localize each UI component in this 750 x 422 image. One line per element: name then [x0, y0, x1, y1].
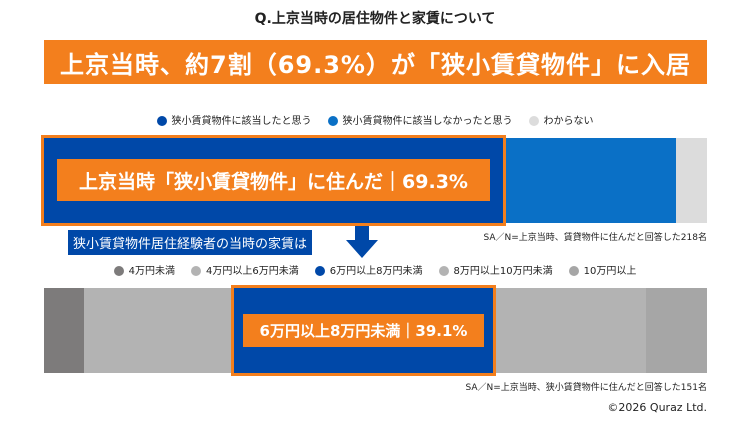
highlight-label: 上京当時「狭小賃貸物件」に住んだ｜69.3%: [57, 159, 490, 201]
legend-1: 狭小賃貸物件に該当したと思う 狭小賃貸物件に該当しなかったと思う わからない: [0, 112, 750, 127]
subheading: 狭小賃貸物件居住経験者の当時の家賃は: [68, 230, 313, 255]
sample-note-1: SA／N=上京当時、賃貸物件に住んだと回答した218名: [483, 233, 708, 243]
bar-segment: [44, 288, 84, 373]
bar-segment: [492, 288, 646, 373]
legend-swatch: [156, 116, 167, 126]
legend-swatch: [113, 266, 124, 276]
legend-swatch: [568, 266, 579, 276]
legend-item: わからない: [528, 112, 594, 127]
legend-item: 6万円以上8万円未満: [314, 262, 423, 277]
headline-banner: 上京当時、約7割（69.3%）が「狭小賃貸物件」に入居: [44, 40, 707, 84]
legend-label: 6万円以上8万円未満: [329, 266, 423, 277]
highlight-label: 6万円以上8万円未満｜39.1%: [243, 314, 484, 347]
legend-item: 狭小賃貸物件に該当しなかったと思う: [327, 112, 513, 127]
bar-segment: [503, 138, 677, 223]
legend-swatch: [314, 266, 325, 276]
legend-swatch: [438, 266, 449, 276]
copyright: ©2026 Quraz Ltd.: [607, 401, 707, 414]
legend-swatch: [327, 116, 338, 126]
legend-label: 8万円以上10万円未満: [453, 266, 553, 277]
legend-item: 4万円以上6万円未満: [191, 262, 299, 277]
legend-swatch: [191, 266, 202, 276]
question-title: Q.上京当時の居住物件と家賃について: [254, 11, 496, 27]
legend-label: わからない: [543, 116, 594, 127]
legend-label: 4万円未満: [128, 266, 176, 277]
legend-item: 8万円以上10万円未満: [438, 262, 553, 277]
legend-item: 4万円未満: [113, 262, 176, 277]
legend-label: 4万円以上6万円未満: [206, 266, 299, 277]
legend-2: 4万円未満 4万円以上6万円未満 6万円以上8万円未満 8万円以上10万円未満 10万円…: [0, 262, 750, 277]
bar-segment: [83, 288, 234, 373]
bar-segment: [645, 288, 707, 373]
legend-label: 狭小賃貸物件に該当したと思う: [171, 116, 312, 127]
arrow-down-icon: [346, 224, 378, 258]
legend-item: 10万円以上: [568, 262, 637, 277]
bar-segment: [676, 138, 707, 223]
legend-swatch: [528, 116, 539, 126]
legend-label: 10万円以上: [583, 266, 637, 277]
legend-item: 狭小賃貸物件に該当したと思う: [156, 112, 312, 127]
legend-label: 狭小賃貸物件に該当しなかったと思う: [342, 116, 513, 127]
sample-note-2: SA／N=上京当時、狭小賃貸物件に住んだと回答した151名: [465, 383, 708, 393]
